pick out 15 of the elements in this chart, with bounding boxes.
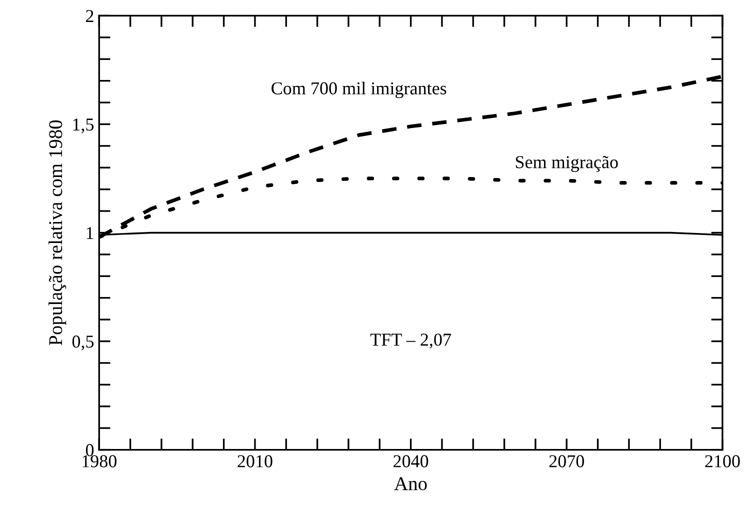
y-axis-title: População relativa com 1980 xyxy=(48,120,66,346)
x-tick-label: 1980 xyxy=(82,455,116,468)
x-tick-label: 2040 xyxy=(394,455,428,468)
x-tick-label: 2100 xyxy=(705,455,740,468)
y-tick-label: 1,5 xyxy=(73,118,94,134)
y-tick-label: 1 xyxy=(86,227,94,239)
y-tick-label: 0,5 xyxy=(72,336,94,350)
x-tick-label: 2010 xyxy=(238,455,272,468)
annotation: TFT – 2,07 xyxy=(370,334,451,348)
y-tick-label: 2 xyxy=(86,10,94,22)
series-label: Com 700 mil imigrantes xyxy=(272,82,446,98)
series-label: Sem migração xyxy=(516,156,618,172)
x-axis-title: Ano xyxy=(394,477,427,490)
y-tick-label: 0 xyxy=(86,444,94,456)
x-tick-label: 2070 xyxy=(549,455,584,468)
